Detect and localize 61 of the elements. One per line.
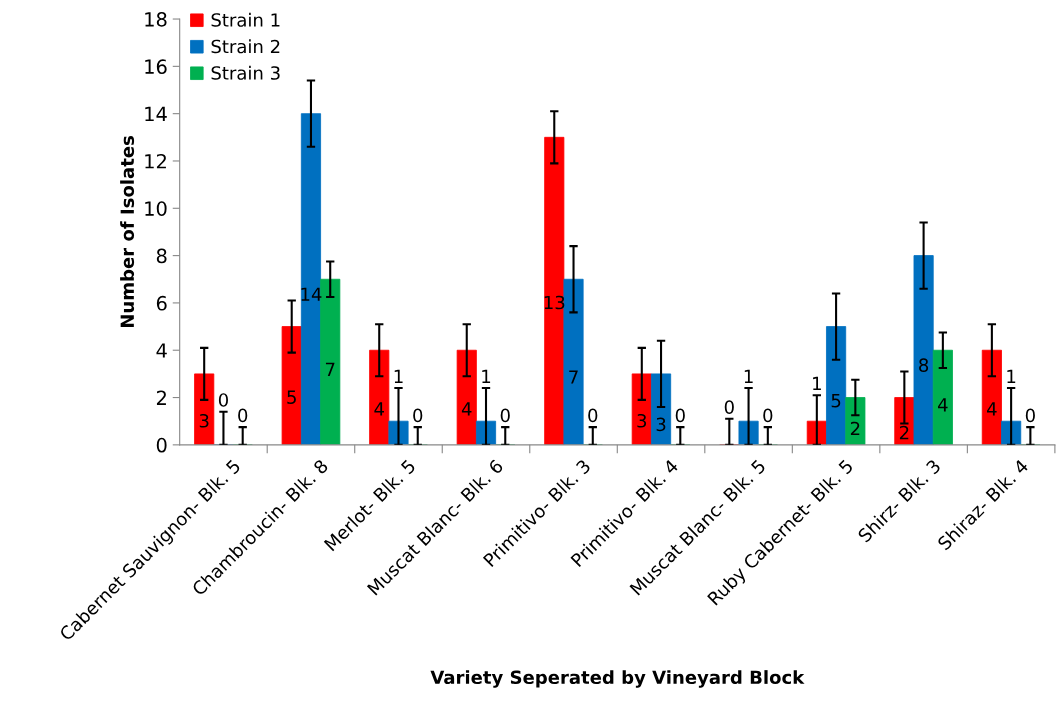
bar	[563, 278, 584, 445]
data-label: 5	[287, 390, 296, 404]
data-label: 1	[813, 376, 821, 391]
data-label: 4	[938, 398, 948, 412]
y-tick-label: 12	[145, 153, 166, 169]
bar	[826, 326, 847, 445]
data-label: 1	[482, 369, 491, 383]
data-label: 5	[831, 394, 841, 408]
legend-label: Strain 2	[211, 39, 280, 54]
bar	[456, 349, 477, 445]
y-axis-title: Number of Isolates	[120, 136, 135, 328]
y-tick-label: 2	[156, 390, 166, 405]
y-tick-label: 14	[145, 106, 167, 122]
bar	[475, 420, 497, 445]
bar	[1001, 420, 1022, 445]
data-label: 8	[919, 358, 929, 373]
bar	[631, 373, 652, 445]
data-label: 0	[724, 400, 734, 414]
data-label: 1	[394, 369, 403, 383]
bar	[320, 278, 341, 445]
bar	[544, 136, 565, 445]
bar	[738, 420, 759, 445]
data-label: 3	[656, 417, 666, 432]
x-axis-title: Variety Seperated by Vineyard Block	[430, 670, 805, 688]
bar	[845, 397, 866, 445]
bar	[194, 373, 215, 445]
data-label: 0	[413, 408, 423, 423]
data-label: 7	[569, 370, 578, 384]
legend-label: Strain 1	[211, 12, 280, 27]
data-label: 0	[1025, 408, 1035, 423]
data-label: 4	[374, 402, 384, 416]
data-label: 2	[899, 425, 909, 440]
data-label: 2	[850, 421, 860, 436]
bar	[932, 349, 953, 445]
data-label: 4	[461, 402, 472, 416]
legend-label: Strain 3	[211, 65, 280, 80]
data-label: 1	[744, 369, 753, 383]
data-label: 3	[637, 413, 647, 428]
bar	[981, 349, 1002, 445]
y-tick-label: 10	[145, 201, 167, 216]
y-tick-label: 16	[145, 59, 167, 75]
bar	[300, 113, 322, 445]
data-label: 0	[675, 408, 685, 423]
data-label: 3	[199, 413, 209, 428]
data-label: 0	[218, 393, 228, 407]
data-label: 1	[1007, 369, 1016, 383]
data-label: 0	[588, 408, 598, 423]
y-tick-label: 0	[156, 437, 167, 453]
y-tick-label: 4	[156, 343, 167, 358]
bar	[281, 326, 302, 445]
y-tick-label: 18	[145, 11, 167, 27]
bar	[369, 349, 390, 445]
data-label: 7	[325, 362, 335, 376]
data-label: 0	[238, 408, 248, 423]
y-tick-label: 6	[156, 295, 167, 311]
data-label: 0	[500, 408, 510, 423]
data-label: 0	[763, 408, 773, 423]
bar	[651, 373, 672, 445]
y-tick-label: 8	[156, 248, 167, 264]
data-label: 4	[987, 402, 997, 416]
bar	[913, 255, 934, 445]
